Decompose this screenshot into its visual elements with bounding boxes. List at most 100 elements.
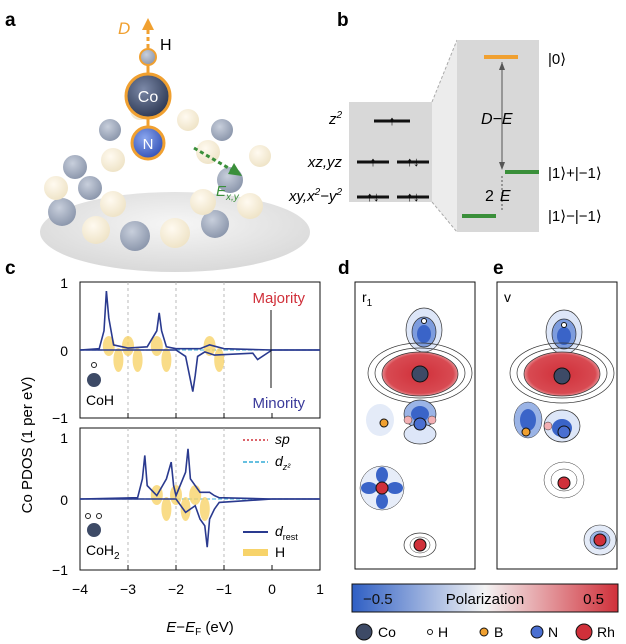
h-fill <box>161 348 172 372</box>
svg-text:↑↓: ↑↓ <box>407 189 420 204</box>
x-tick-label: −2 <box>168 581 184 597</box>
d-arrow-head <box>142 18 154 30</box>
legend-co: Co <box>378 624 396 640</box>
h-fill <box>150 336 163 356</box>
e-field-arrow <box>193 146 233 172</box>
state-plus: |1⟩+|−1⟩ <box>548 165 602 182</box>
colorbar-gradient <box>351 583 619 613</box>
h-fill <box>161 497 172 521</box>
svg-text:↑↓: ↑↓ <box>407 154 420 169</box>
co-glyph <box>87 373 101 387</box>
y-tick: −1 <box>52 410 68 426</box>
h-fill <box>189 485 202 505</box>
coh-label: CoH <box>86 392 114 408</box>
panel-d: d r1 <box>338 258 476 570</box>
legend-h-glyph <box>427 629 433 635</box>
orbital-box <box>349 102 432 202</box>
y-tick: 1 <box>60 430 68 446</box>
series-minority-line <box>80 349 320 392</box>
series-minority-line <box>80 498 320 548</box>
density-e <box>509 309 617 556</box>
legend-n-glyph <box>530 625 544 639</box>
y-axis-label: Co PDOS (1 per eV) <box>19 377 36 514</box>
x-tick-label: 1 <box>316 581 324 597</box>
h-fill <box>113 348 124 372</box>
d-label: D <box>118 19 130 38</box>
panel-c: c Co PDOS (1 per eV) 1 0 −1 1 0 −1 −4 −3−… <box>5 258 324 638</box>
legend-rh: Rh <box>597 624 615 640</box>
h-label: H <box>160 37 172 54</box>
xzyz-label: xz,yz <box>307 154 343 171</box>
panel-label-d: d <box>338 258 350 279</box>
colorbar: −0.5 Polarization 0.5 <box>351 583 619 613</box>
panel-label-a: a <box>5 10 16 31</box>
h-glyph <box>96 513 102 519</box>
x-tick-label: −3 <box>120 581 136 597</box>
svg-text:↑↓: ↑↓ <box>367 189 380 204</box>
e-field-label: Ex,y <box>216 183 240 203</box>
n-atom <box>130 125 166 161</box>
pdos-legend: sp dz² drest H <box>243 431 298 560</box>
h-glyph <box>85 513 91 519</box>
ring-atoms <box>44 100 271 251</box>
zoom-box <box>457 40 539 232</box>
series-majority-line <box>79 448 320 500</box>
coh2-label: CoH2 <box>86 542 120 562</box>
density-d <box>359 307 473 558</box>
svg-text:↑: ↑ <box>370 154 377 169</box>
colorbar-max: 0.5 <box>583 591 604 608</box>
panel-e: e v <box>493 258 618 570</box>
h-fill <box>132 348 143 372</box>
plot2-area <box>79 428 320 570</box>
colorbar-title: Polarization <box>446 591 524 608</box>
legend-h: H <box>275 544 285 560</box>
co-label: Co <box>138 89 159 106</box>
y-tick: 1 <box>60 275 68 291</box>
legend-rh-glyph <box>575 623 593 641</box>
h-glyph <box>91 362 97 368</box>
plot1-area <box>79 282 320 418</box>
panel-label-c: c <box>5 258 16 279</box>
x-ticks: −4 −3 −2 −1 0 1 <box>72 413 324 597</box>
h-fill <box>199 497 210 521</box>
x-axis-label: E−EF (eV) <box>166 619 233 638</box>
h-fill <box>203 336 216 356</box>
x-tick-label: 0 <box>268 581 276 597</box>
h-fill <box>122 336 134 356</box>
legend-co-glyph <box>355 623 373 641</box>
x-tick-label: −1 <box>216 581 232 597</box>
svg-text:↑: ↑ <box>389 113 396 128</box>
x-tick-label: −4 <box>72 581 88 597</box>
legend-drest: drest <box>275 523 298 542</box>
gap-label: D−E <box>481 111 513 128</box>
series-majority-line <box>79 291 320 351</box>
y-tick: −1 <box>52 562 68 578</box>
n-label: N <box>143 136 154 153</box>
h-fill <box>180 497 191 521</box>
zoom-wedge <box>432 40 457 232</box>
colorbar-min: −0.5 <box>363 591 393 608</box>
co-atom <box>124 72 172 120</box>
legend-sp: sp <box>275 431 290 447</box>
minority-label: Minority <box>252 395 305 412</box>
e-field-arrowhead <box>228 163 242 176</box>
panel-d-sub: r1 <box>362 289 373 309</box>
legend-b-glyph <box>479 627 489 637</box>
panel-label-b: b <box>337 10 349 31</box>
panel-e-sub: v <box>504 289 511 305</box>
h-fill <box>102 336 115 356</box>
z2-label: z2 <box>328 110 343 128</box>
majority-label: Majority <box>252 290 305 307</box>
legend-n: N <box>548 624 558 640</box>
legend-b: B <box>494 624 503 640</box>
panel-a: a D H Co <box>5 10 310 272</box>
state-0: |0⟩ <box>548 51 566 68</box>
y-tick: 0 <box>60 343 68 359</box>
h-fill <box>214 348 225 372</box>
atom-legend: Co H B N Rh <box>355 623 615 641</box>
xy-label: xy,x2−y2 <box>288 187 342 205</box>
legend-h: H <box>438 624 448 640</box>
